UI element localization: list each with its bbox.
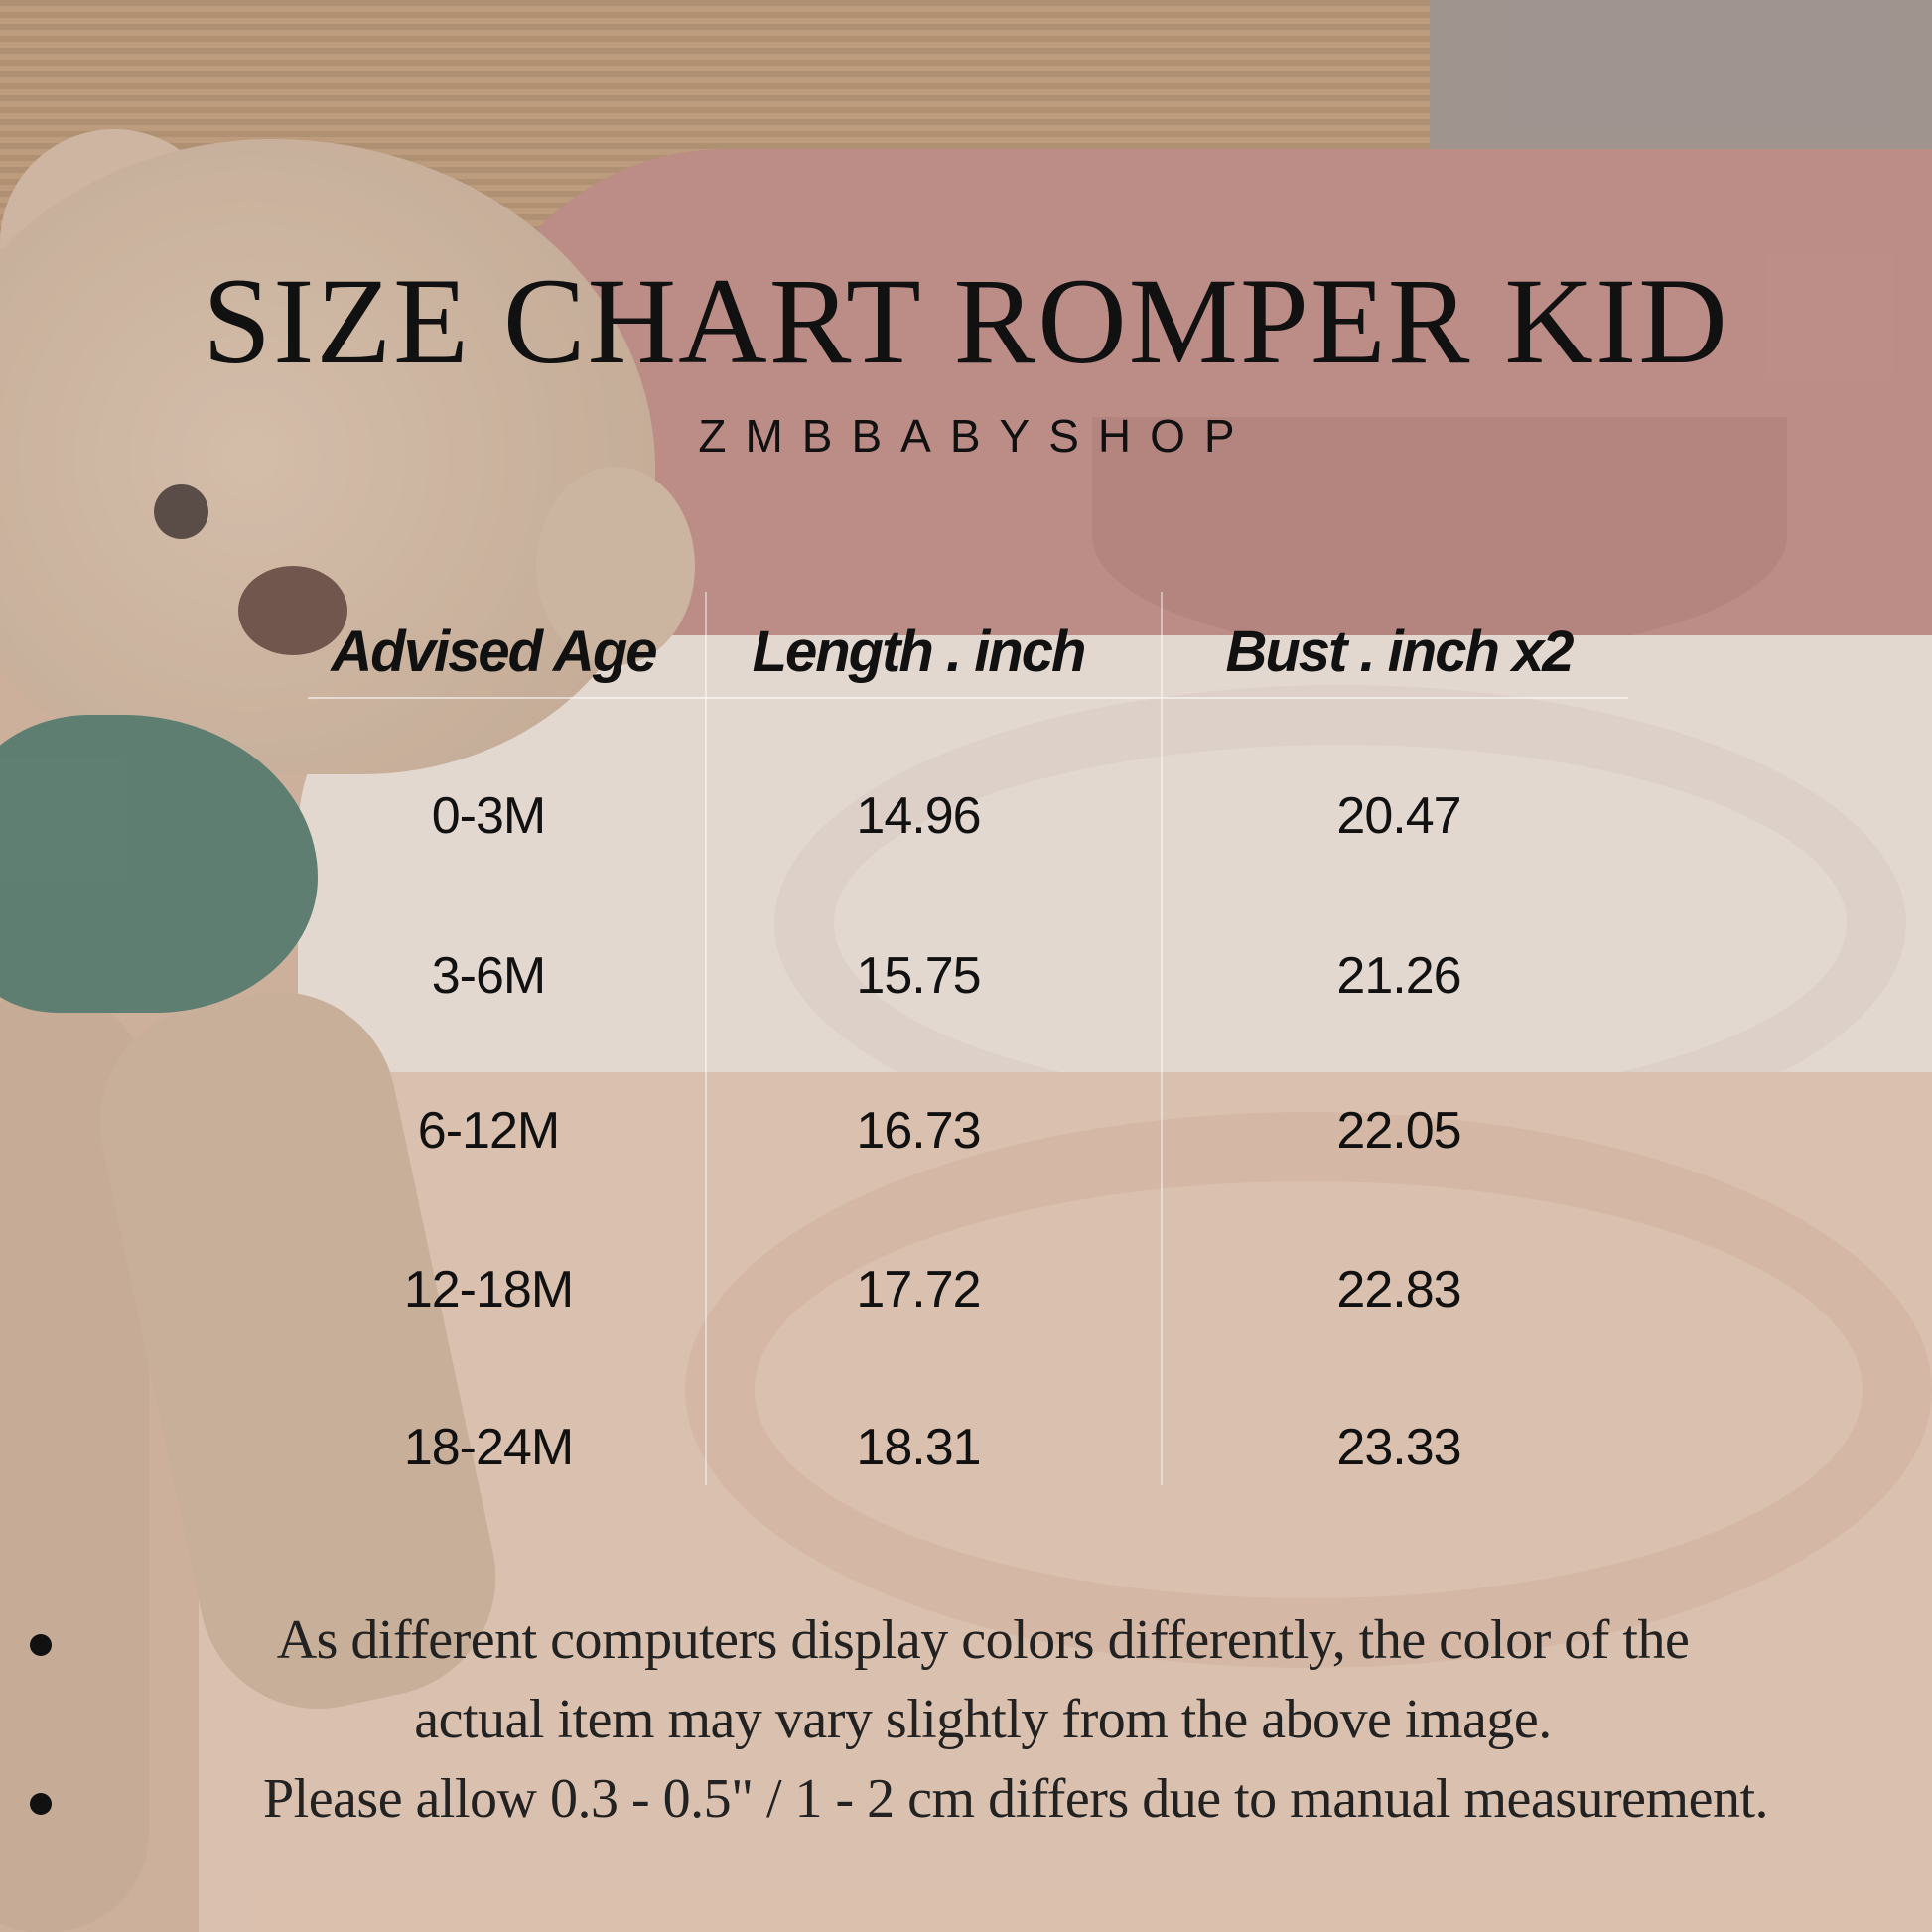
age-cell: 3-6M [431,947,546,1005]
header-advised-age: Advised Age [331,620,657,684]
bust-cell: 22.83 [1336,1261,1461,1318]
age-cell: 0-3M [431,787,546,845]
teddy-nose [238,566,347,655]
bust-cell: 20.47 [1336,787,1461,845]
bullet-icon [30,1634,52,1656]
age-cell: 12-18M [403,1261,574,1318]
length-cell: 18.31 [856,1419,981,1476]
bust-cell: 21.26 [1336,947,1461,1005]
page-title: SIZE CHART ROMPER KID [203,253,1729,389]
header-divider [308,697,1628,699]
column-divider [705,592,707,1485]
bust-cell: 23.33 [1336,1419,1461,1476]
brand-name: ZMBBABYSHOP [698,410,1254,462]
length-cell: 15.75 [856,947,981,1005]
header-bust: Bust . inch x2 [1225,620,1574,684]
note-measurement: Please allow 0.3 - 0.5" / 1 - 2 cm diffe… [262,1768,1769,1830]
note-color-cont: actual item may vary slightly from the a… [414,1689,1552,1750]
pink-collar [1092,417,1787,655]
teddy-ear [536,467,695,665]
teddy-bear-head [0,139,655,774]
bust-cell: 22.05 [1336,1102,1461,1160]
length-cell: 14.96 [856,787,981,845]
length-cell: 17.72 [856,1261,981,1318]
length-cell: 16.73 [856,1102,981,1160]
header-length: Length . inch [752,620,1087,684]
note-color: As different computers display colors di… [276,1609,1690,1671]
bullet-icon [30,1793,52,1815]
age-cell: 6-12M [417,1102,560,1160]
teddy-eye [154,484,208,539]
column-divider [1161,592,1163,1485]
age-cell: 18-24M [403,1419,574,1476]
